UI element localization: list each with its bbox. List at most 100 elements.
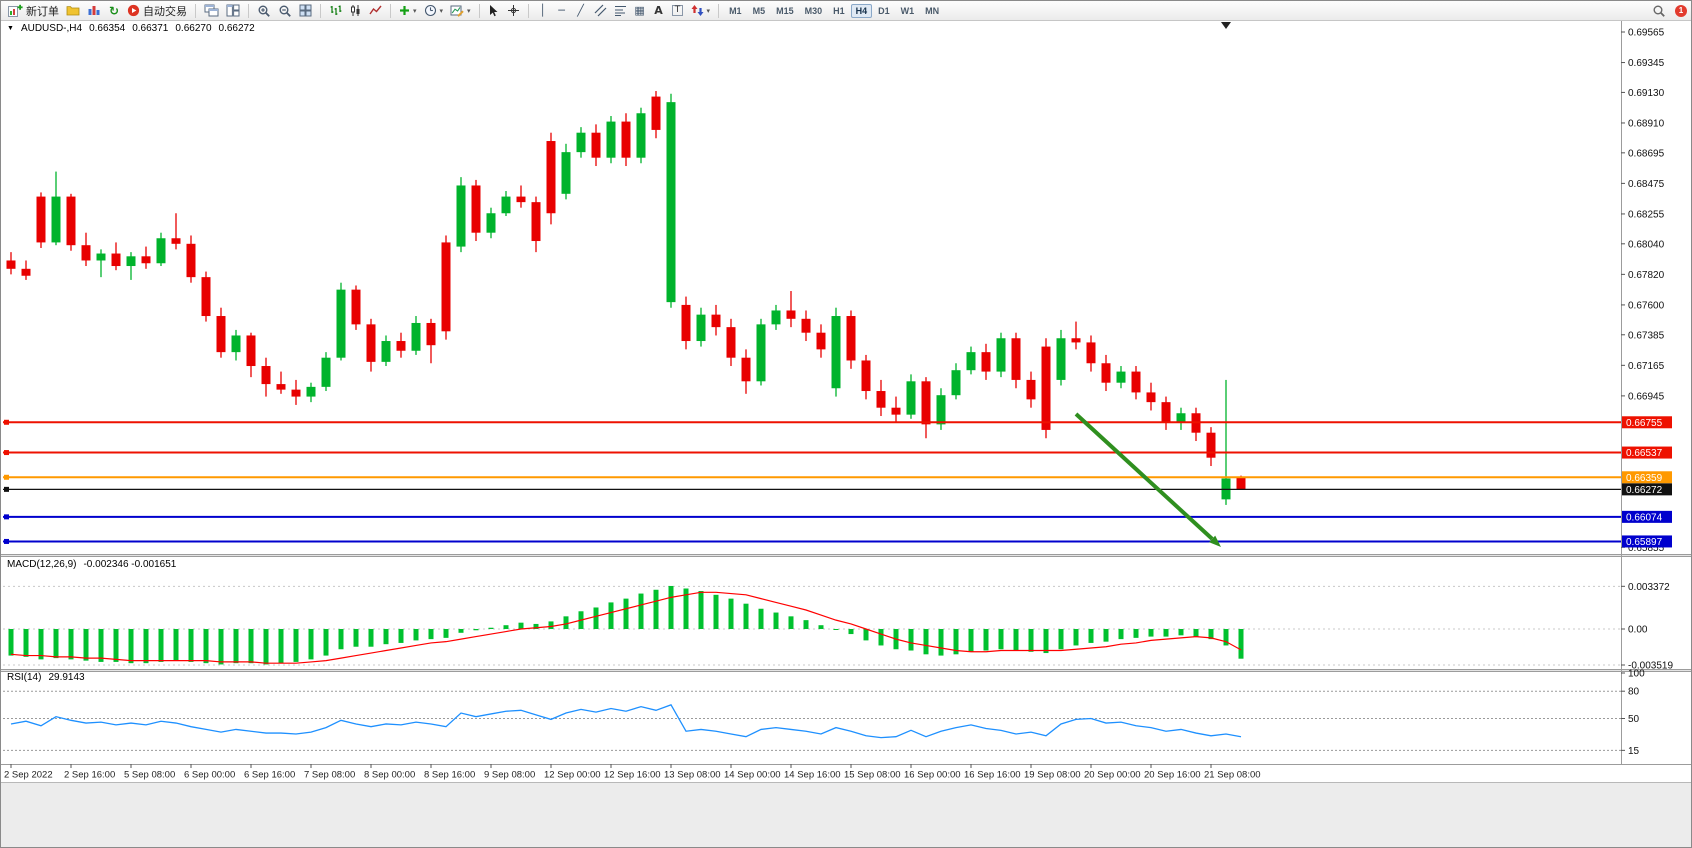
price-tick-label: 0.69130 bbox=[1628, 88, 1665, 99]
chevron-down-icon: ▾ bbox=[439, 6, 444, 15]
cursor-button[interactable] bbox=[485, 3, 503, 19]
hline-objects[interactable] bbox=[3, 419, 1621, 544]
time-tick-label: 15 Sep 08:00 bbox=[844, 770, 901, 781]
macd-signal-line bbox=[10, 591, 1242, 664]
macd-axis-label: -0.003519 bbox=[1628, 661, 1673, 672]
tile-windows-button[interactable] bbox=[223, 3, 243, 19]
price-axis[interactable]: 0.69565 0.69345 0.69130 0.68910 0.68695 0.684… bbox=[1621, 20, 1673, 764]
line-handle bbox=[4, 450, 9, 456]
chevron-down-icon: ▾ bbox=[706, 6, 711, 15]
line-handle bbox=[4, 486, 9, 492]
time-axis[interactable]: 2 Sep 2022 2 Sep 16:00 5 Sep 08:00 6 Sep 00… bbox=[4, 764, 1261, 781]
tile-grid-button[interactable] bbox=[296, 3, 315, 19]
line-chart-button[interactable] bbox=[366, 3, 385, 19]
toolbar-separator bbox=[527, 3, 529, 18]
vertical-line-icon: │ bbox=[539, 4, 546, 17]
channel-button[interactable] bbox=[591, 3, 610, 19]
time-tick-label: 16 Sep 00:00 bbox=[904, 770, 961, 781]
price-tick-label: 0.68255 bbox=[1628, 209, 1665, 220]
rsi-panel bbox=[3, 690, 1621, 751]
time-tick-label: 8 Sep 16:00 bbox=[424, 770, 475, 781]
time-tick-label: 2 Sep 16:00 bbox=[64, 770, 115, 781]
timeframe-mn-button[interactable]: MN bbox=[920, 4, 944, 18]
autotrading-button[interactable]: 自动交易 bbox=[124, 3, 190, 19]
time-tick-label: 12 Sep 16:00 bbox=[604, 770, 661, 781]
fibonacci-button[interactable] bbox=[611, 3, 630, 19]
timeframe-toolbar: M1 M5 M15 M30 H1 H4 D1 W1 MN bbox=[724, 3, 944, 18]
crosshair-button[interactable] bbox=[504, 3, 523, 19]
time-tick-label: 5 Sep 08:00 bbox=[124, 770, 175, 781]
candlestick-chart-button[interactable] bbox=[346, 3, 365, 19]
toolbar-separator bbox=[718, 3, 720, 18]
arrows-button[interactable]: ▾ bbox=[688, 3, 714, 19]
toolbar-separator bbox=[195, 3, 196, 18]
price-tag-label: 0.66537 bbox=[1626, 448, 1663, 459]
price-tag bbox=[1622, 446, 1672, 459]
search-button[interactable] bbox=[1649, 3, 1669, 19]
templates-button[interactable]: ▾ bbox=[447, 3, 474, 19]
horizontal-line-button[interactable]: ─ bbox=[553, 3, 571, 19]
symbol-dropdown-icon[interactable]: ▼ bbox=[7, 25, 14, 32]
line-chart-icon bbox=[369, 5, 382, 15]
bar-low-value: 0.66270 bbox=[175, 23, 212, 34]
time-tick-label: 13 Sep 08:00 bbox=[664, 770, 721, 781]
window-bottom-area bbox=[1, 783, 1691, 847]
timeframe-m15-button[interactable]: M15 bbox=[771, 4, 799, 18]
zoom-out-button[interactable] bbox=[275, 3, 295, 19]
timeframe-m5-button[interactable]: M5 bbox=[748, 4, 771, 18]
rsi-level-label: 100 bbox=[1628, 669, 1645, 680]
bar-chart-button[interactable] bbox=[326, 3, 345, 19]
label-tool-icon: T bbox=[671, 5, 684, 16]
timeframe-w1-button[interactable]: W1 bbox=[896, 4, 920, 18]
macd-panel bbox=[3, 585, 1621, 666]
cursor-icon bbox=[490, 5, 498, 17]
periods-button[interactable]: ▾ bbox=[421, 3, 447, 19]
price-tick-label: 0.67600 bbox=[1628, 300, 1665, 311]
crosshair-icon bbox=[507, 5, 519, 16]
chart-title: ▼ AUDUSD-,H4 0.66354 0.66371 0.66270 0.6… bbox=[7, 23, 255, 34]
autotrading-label: 自动交易 bbox=[143, 5, 187, 18]
rsi-level-label: 80 bbox=[1628, 687, 1640, 698]
label-button[interactable]: T bbox=[669, 3, 687, 19]
price-tick-label: 0.67385 bbox=[1628, 330, 1665, 341]
timeframe-m1-button[interactable]: M1 bbox=[724, 4, 747, 18]
time-tick-label: 7 Sep 08:00 bbox=[304, 770, 355, 781]
toolbar-separator bbox=[248, 3, 249, 18]
timeframe-h4-button[interactable]: H4 bbox=[850, 3, 873, 18]
price-tag bbox=[1622, 510, 1672, 523]
timeframe-h1-button[interactable]: H1 bbox=[828, 4, 850, 18]
vertical-line-button[interactable]: │ bbox=[534, 3, 552, 19]
profiles-button[interactable] bbox=[63, 3, 83, 19]
price-tag-label: 0.66359 bbox=[1626, 473, 1663, 484]
symbol-label: AUDUSD-,H4 bbox=[20, 23, 83, 34]
current-bar-marker bbox=[1221, 22, 1231, 29]
chart-background[interactable] bbox=[1, 20, 1692, 848]
chevron-down-icon: ▾ bbox=[467, 6, 471, 15]
zoom-in-button[interactable] bbox=[254, 3, 274, 19]
price-tag bbox=[1622, 471, 1672, 484]
rsi-value: 29.9143 bbox=[48, 672, 85, 683]
panel-dividers[interactable] bbox=[1, 554, 1692, 765]
notification-badge[interactable]: 1 bbox=[1675, 4, 1687, 17]
timeframe-m30-button[interactable]: M30 bbox=[800, 4, 828, 18]
price-tick-label: 0.67165 bbox=[1628, 361, 1665, 372]
time-tick-label: 2 Sep 2022 bbox=[4, 770, 53, 781]
bar-open-value: 0.66354 bbox=[89, 23, 126, 34]
text-button[interactable]: A bbox=[650, 3, 668, 19]
time-tick-label: 20 Sep 16:00 bbox=[1144, 770, 1201, 781]
time-tick-label: 14 Sep 00:00 bbox=[724, 770, 781, 781]
trend-arrow-object[interactable] bbox=[1074, 412, 1221, 547]
toolbar-separator bbox=[390, 3, 391, 18]
trendline-button[interactable]: ╱ bbox=[572, 3, 590, 19]
grid-button[interactable]: ▦ bbox=[631, 3, 649, 19]
timeframe-d1-button[interactable]: D1 bbox=[873, 4, 895, 18]
rsi-line bbox=[10, 704, 1242, 739]
market-watch-button[interactable] bbox=[84, 3, 104, 19]
cascade-windows-button[interactable] bbox=[201, 3, 222, 19]
refresh-button[interactable]: ↻ bbox=[105, 3, 123, 19]
add-indicator-button[interactable]: ▾ bbox=[396, 3, 420, 19]
new-order-button[interactable]: 新订单 bbox=[5, 3, 62, 19]
time-tick-label: 12 Sep 00:00 bbox=[544, 770, 601, 781]
price-tag bbox=[1622, 535, 1672, 548]
